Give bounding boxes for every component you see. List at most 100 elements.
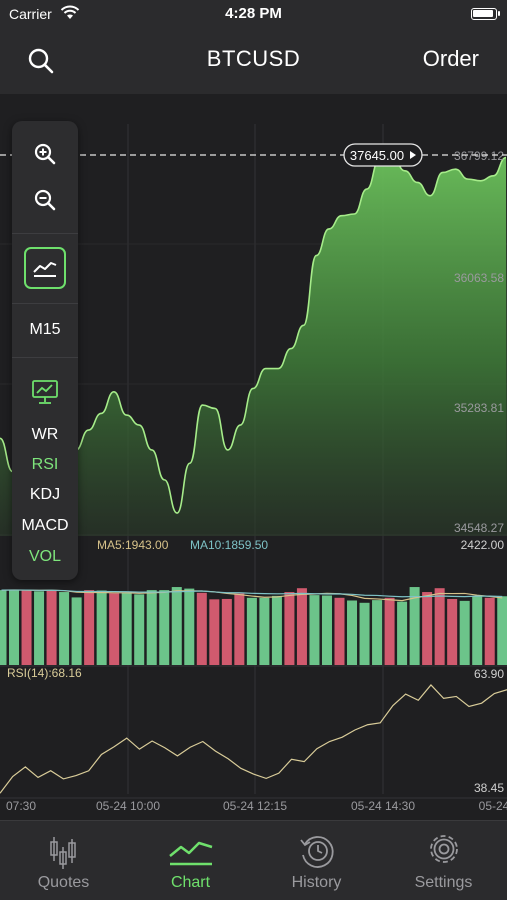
- indicator-settings-button[interactable]: [12, 375, 78, 409]
- line-chart-icon: [168, 841, 212, 866]
- volume-bar: [246, 597, 257, 665]
- volume-bar: [359, 602, 370, 665]
- zoom-in-button[interactable]: [12, 133, 78, 175]
- volume-bar: [296, 588, 307, 665]
- clock: 4:28 PM: [225, 5, 282, 22]
- volume-bar: [447, 598, 458, 665]
- volume-bar: [259, 597, 270, 665]
- search-icon[interactable]: [26, 46, 56, 76]
- volume-bar: [159, 590, 170, 665]
- volume-bar: [347, 600, 358, 665]
- battery-icon: [471, 8, 500, 20]
- volume-bar: [96, 590, 107, 665]
- volume-bar: [34, 591, 45, 665]
- divider: [12, 357, 78, 358]
- volume-bar: [134, 594, 145, 665]
- timeframe-label: M15: [29, 321, 61, 338]
- volume-bar: [146, 590, 157, 665]
- indicator-label: VOL: [28, 548, 61, 565]
- chart-type-button[interactable]: [12, 245, 78, 291]
- price-axis-label: 36063.58: [454, 271, 504, 285]
- indicator-label: KDJ: [29, 486, 61, 503]
- tab-label: Chart: [170, 874, 211, 891]
- volume-bar: [84, 590, 95, 665]
- volume-bar: [484, 597, 495, 665]
- price-area: [0, 155, 507, 537]
- indicator-macd[interactable]: MACD: [12, 512, 78, 540]
- current-price-value: 37645.00: [350, 148, 404, 163]
- tab-settings[interactable]: Settings: [380, 821, 507, 900]
- volume-bar: [121, 592, 132, 665]
- indicator-label: RSI: [31, 456, 59, 473]
- volume-bar: [0, 590, 7, 665]
- order-button[interactable]: Order: [422, 46, 479, 71]
- indicator-vol[interactable]: VOL: [12, 543, 78, 571]
- price-axis-label: 35283.81: [454, 401, 504, 415]
- tab-quotes[interactable]: Quotes: [0, 821, 127, 900]
- monitor-chart-icon: [32, 380, 58, 404]
- chart-tools-panel: M15 WR RSI KDJ MACD VOL: [12, 121, 78, 580]
- carrier-label: Carrier: [9, 6, 52, 22]
- volume-bar: [221, 598, 232, 665]
- volume-bar: [184, 588, 195, 665]
- time-axis-label: 05-24: [479, 799, 507, 813]
- volume-bar: [434, 588, 445, 665]
- tab-history[interactable]: History: [253, 821, 380, 900]
- volume-bar: [234, 593, 245, 665]
- volume-bar: [372, 600, 383, 665]
- price-axis-label: 36799.12: [454, 149, 504, 163]
- volume-bar: [284, 592, 295, 665]
- rsi-axis-label: 38.45: [474, 781, 504, 795]
- volume-bar: [459, 600, 470, 665]
- zoom-out-button[interactable]: [12, 179, 78, 221]
- time-axis-label: 07:30: [6, 799, 36, 813]
- volume-bar: [321, 595, 332, 665]
- tab-label: Quotes: [37, 874, 90, 891]
- timeframe-button[interactable]: M15: [12, 315, 78, 345]
- ma10-line: [1, 589, 503, 598]
- candlestick-icon: [49, 837, 76, 869]
- indicator-kdj[interactable]: KDJ: [12, 481, 78, 509]
- status-bar: Carrier 4:28 PM: [0, 0, 507, 28]
- time-axis-label: 05-24 14:30: [351, 799, 415, 813]
- time-axis-label: 05-24 10:00: [96, 799, 160, 813]
- volume-bar: [334, 597, 345, 665]
- volume-bar: [109, 593, 120, 665]
- price-line: [0, 155, 507, 514]
- tab-chart[interactable]: Chart: [127, 821, 254, 900]
- volume-bar: [422, 592, 433, 665]
- zoom-in-icon: [34, 143, 56, 165]
- rsi-line: [0, 684, 507, 794]
- volume-bar: [171, 587, 182, 665]
- volume-bar: [384, 597, 395, 665]
- current-price-tag: 37645.00: [343, 143, 423, 167]
- indicator-wr[interactable]: WR: [12, 421, 78, 449]
- play-icon: [410, 151, 416, 159]
- price-axis-label: 34548.27: [454, 521, 504, 535]
- indicator-rsi[interactable]: RSI: [12, 451, 78, 479]
- volume-bar: [71, 597, 82, 665]
- volume-bar: [21, 590, 32, 665]
- tab-label: History: [291, 874, 342, 891]
- divider: [12, 303, 78, 304]
- volume-bar: [497, 596, 507, 665]
- volume-bar: [46, 590, 57, 665]
- volume-bar: [271, 595, 282, 665]
- price-chart[interactable]: 36799.12 36063.58 35283.81 34548.27 37645.00…: [0, 94, 507, 820]
- volume-bar: [9, 589, 20, 665]
- volume-bar: [196, 592, 207, 665]
- volume-bar: [309, 595, 320, 665]
- volume-bar: [209, 599, 220, 665]
- tab-bar: Quotes Chart History: [0, 820, 507, 900]
- current-price-badge: [343, 143, 423, 167]
- indicator-label: WR: [31, 426, 59, 443]
- divider: [12, 233, 78, 234]
- zoom-out-icon: [34, 189, 56, 211]
- volume-bar: [472, 595, 483, 665]
- volume-bar: [397, 601, 408, 665]
- line-chart-icon: [33, 262, 57, 277]
- rsi-label: RSI(14):68.16: [7, 666, 82, 680]
- volume-max-label: 2422.00: [461, 538, 505, 552]
- ma10-legend: MA10:1859.50: [190, 538, 268, 552]
- rsi-axis-label: 63.90: [474, 667, 504, 681]
